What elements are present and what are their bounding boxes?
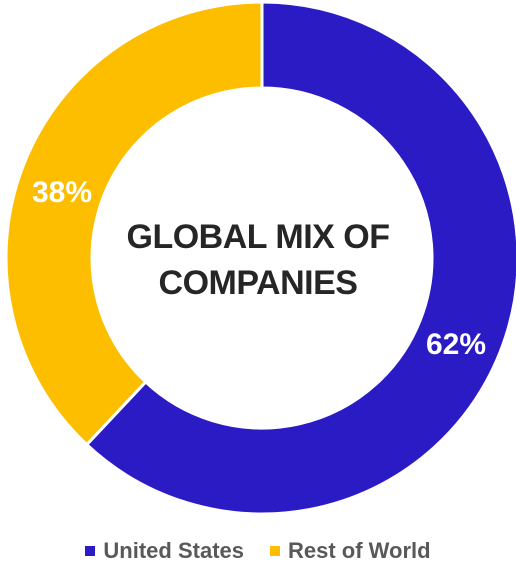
legend-swatch-rest-of-world (270, 546, 280, 556)
chart-title-line-2: COMPANIES (158, 264, 358, 302)
legend-item-united-states: United States (85, 538, 244, 564)
chart-title: GLOBAL MIX OF COMPANIES (108, 214, 408, 306)
slice-label-united-states: 62% (426, 328, 486, 361)
legend-swatch-united-states (85, 546, 96, 556)
chart-legend: United States Rest of World (0, 538, 516, 564)
slice-label-rest-of-world: 38% (32, 176, 92, 209)
legend-label-united-states: United States (103, 538, 244, 563)
slice-united-states (84, 0, 516, 516)
slice-rest-of-world (4, 0, 264, 447)
donut-chart: 62% 38% (4, 0, 516, 516)
chart-title-line-1: GLOBAL MIX OF (126, 218, 390, 256)
legend-item-rest-of-world: Rest of World (270, 538, 431, 564)
legend-label-rest-of-world: Rest of World (288, 538, 431, 563)
